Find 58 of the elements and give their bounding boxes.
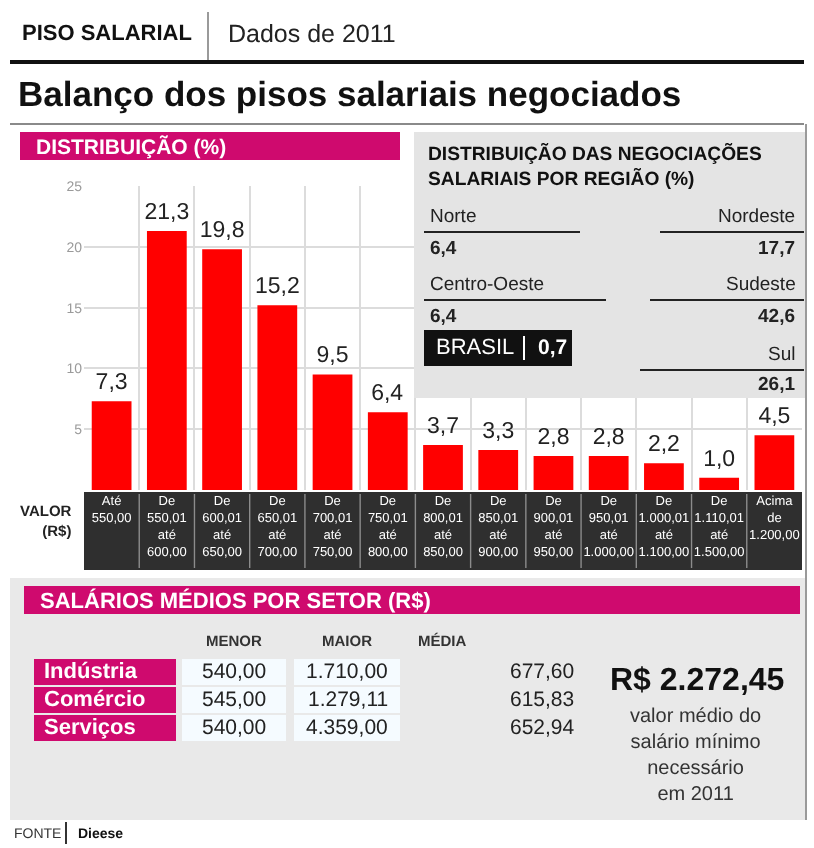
data-label: 21,3: [144, 201, 190, 225]
data-label: 19,8: [199, 219, 245, 244]
data-label: 2,2: [647, 433, 680, 458]
data-label: 3,7: [427, 415, 459, 439]
data-label: 540,00: [202, 660, 267, 684]
text: Dados de 2011: [228, 20, 396, 48]
category-label: Sul: [768, 344, 796, 366]
data-label: 3,3: [482, 419, 515, 444]
data-label: 4.359,00: [306, 716, 389, 740]
bar: [202, 249, 242, 490]
data-label: 677,60: [510, 660, 575, 684]
data-label: 2,8: [592, 425, 625, 450]
text: DISTRIBUIÇÃO DAS NEGOCIAÇÕES SALARIAIS POR REGIÃO (%): [428, 142, 763, 191]
data-label: 545,00: [202, 688, 267, 712]
data-label: 615,83: [510, 688, 575, 712]
category-label: Indústria: [44, 660, 139, 684]
data-label: 1.710,00: [306, 660, 389, 684]
data-label: 6,4: [430, 238, 458, 260]
category-label: Norte: [430, 206, 477, 228]
bar: [754, 435, 795, 490]
data-label: 540,00: [202, 716, 267, 740]
category-label: Centro-Oeste: [430, 274, 545, 296]
bar: [644, 463, 684, 490]
category-label: Sudeste: [726, 274, 796, 296]
data-label: 15,2: [254, 275, 300, 300]
data-label: 17,7: [758, 238, 795, 260]
text: SALÁRIOS MÉDIOS POR SETOR (R$): [40, 588, 432, 614]
chart-title: DISTRIBUIÇÃO (%): [36, 134, 227, 160]
bar: [423, 445, 463, 490]
data-label: 1.279,11: [308, 688, 389, 712]
bar: [478, 449, 519, 490]
text: PISO SALARIAL: [22, 22, 193, 46]
bar: [699, 477, 740, 490]
data-label: 2,8: [537, 425, 570, 450]
category-label: BRASIL: [436, 336, 515, 360]
data-label: 4,5: [758, 405, 791, 430]
bar: [146, 231, 187, 490]
bar: [533, 455, 574, 490]
text: Balanço dos pisos salariais negociados: [18, 74, 682, 114]
data-label: 6,4: [430, 306, 458, 328]
bar: [588, 455, 629, 490]
data-label: 6,4: [371, 382, 405, 407]
data-label: 26,1: [758, 374, 797, 396]
data-label: 7,3: [95, 371, 128, 396]
bar: [91, 401, 132, 490]
category-label: Comércio: [44, 688, 147, 712]
bar: [367, 412, 408, 490]
category-label: Nordeste: [718, 206, 796, 228]
text: R$ 2.272,45: [610, 664, 785, 698]
category-label: Serviços: [44, 716, 136, 740]
text: valor médio do salário mínimo necessário em 2011: [630, 706, 763, 806]
data-label: 42,6: [758, 306, 795, 328]
data-label: 0,7: [538, 336, 568, 360]
data-label: 9,5: [316, 344, 349, 369]
data-label: 1,0: [703, 447, 736, 472]
bar: [312, 374, 353, 490]
bar: [257, 305, 298, 490]
data-label: 652,94: [510, 716, 575, 740]
